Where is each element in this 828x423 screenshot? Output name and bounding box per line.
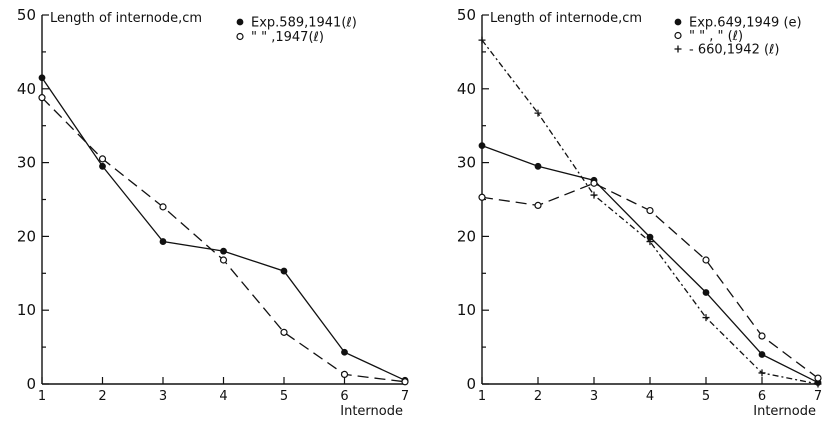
data-point bbox=[159, 238, 167, 245]
series-2 bbox=[38, 94, 409, 386]
series-2 bbox=[478, 179, 822, 382]
data-point bbox=[814, 380, 822, 388]
legend-marker bbox=[236, 18, 244, 26]
data-point bbox=[814, 374, 822, 382]
data-point bbox=[702, 314, 710, 322]
data-point bbox=[646, 206, 654, 215]
series-1 bbox=[38, 74, 409, 384]
data-point bbox=[534, 201, 542, 210]
data-point bbox=[478, 142, 486, 150]
x-axis-title: Internode bbox=[340, 404, 403, 419]
legend-entry: Exp.589,1941(ℓ) bbox=[236, 16, 357, 31]
x-tick-label: 6 bbox=[758, 389, 766, 404]
legend-entry: " " , " (ℓ) bbox=[674, 29, 743, 44]
legend-entry: - 660,1942 (ℓ) bbox=[674, 43, 780, 58]
x-tick-label: 7 bbox=[401, 389, 409, 404]
data-point bbox=[38, 74, 46, 82]
legend-marker bbox=[674, 45, 682, 53]
y-tick-label: 50 bbox=[17, 6, 36, 24]
series-line bbox=[41, 77, 406, 381]
series-3 bbox=[478, 36, 822, 388]
y-tick-label: 10 bbox=[17, 301, 36, 319]
y-tick-label: 30 bbox=[17, 154, 36, 172]
data-point bbox=[478, 193, 486, 201]
y-tick-label: 10 bbox=[457, 301, 476, 319]
x-axis-title: Internode bbox=[753, 404, 816, 419]
data-point bbox=[219, 256, 228, 264]
data-point bbox=[758, 369, 766, 377]
y-axis-title: Length of internode,cm bbox=[490, 11, 642, 26]
legend-entry: Exp.649,1949 (e) bbox=[674, 16, 802, 31]
x-tick-label: 6 bbox=[340, 389, 348, 404]
y-tick-label: 50 bbox=[457, 6, 476, 24]
legend-label: - 660,1942 (ℓ) bbox=[689, 43, 780, 58]
x-tick-label: 7 bbox=[814, 389, 822, 404]
data-point bbox=[534, 109, 542, 117]
data-point bbox=[534, 162, 542, 170]
y-tick-label: 20 bbox=[17, 227, 36, 245]
legend-label: " " , " (ℓ) bbox=[689, 29, 743, 44]
data-point bbox=[341, 348, 348, 356]
chart-right: 0 10 20 30 40 50 1 2 3 4 5 6 7 Length of internode,cm… bbox=[457, 6, 822, 419]
x-tick-label: 2 bbox=[534, 389, 542, 404]
data-point bbox=[590, 191, 598, 199]
x-tick-label: 4 bbox=[219, 389, 227, 404]
legend-label: " " ,1947(ℓ) bbox=[251, 30, 324, 45]
data-point bbox=[758, 332, 766, 340]
x-tick-label: 5 bbox=[280, 389, 288, 404]
x-tick-label: 1 bbox=[38, 389, 46, 404]
y-axis-title: Length of internode,cm bbox=[50, 11, 202, 26]
data-point bbox=[646, 238, 654, 246]
data-point bbox=[98, 155, 107, 163]
series-line bbox=[41, 97, 406, 383]
y-tick-label: 40 bbox=[17, 80, 36, 98]
data-point bbox=[159, 203, 167, 211]
series-1 bbox=[478, 142, 822, 386]
chart-left: 0 10 20 30 40 50 1 2 3 4 5 6 7 Length of internode,cm… bbox=[17, 6, 409, 419]
data-point bbox=[38, 94, 46, 102]
series-line bbox=[481, 145, 819, 384]
legend-marker bbox=[236, 32, 244, 41]
data-point bbox=[478, 36, 486, 44]
x-tick-label: 5 bbox=[702, 389, 710, 404]
y-tick-label: 0 bbox=[466, 375, 476, 393]
x-tick-label: 3 bbox=[159, 389, 167, 404]
data-point bbox=[99, 162, 106, 170]
data-point bbox=[702, 289, 710, 296]
data-point bbox=[702, 256, 710, 264]
data-point bbox=[590, 179, 598, 187]
legend-entry: " " ,1947(ℓ) bbox=[236, 30, 324, 45]
data-point bbox=[340, 370, 349, 379]
data-point bbox=[401, 378, 409, 386]
y-tick-label: 0 bbox=[26, 375, 36, 393]
y-tick-label: 30 bbox=[457, 154, 476, 172]
x-tick-label: 2 bbox=[98, 389, 106, 404]
legend-marker bbox=[674, 31, 682, 40]
x-tick-label: 4 bbox=[646, 389, 654, 404]
legend-marker bbox=[674, 18, 682, 26]
data-point bbox=[758, 351, 766, 358]
x-tick-label: 3 bbox=[590, 389, 598, 404]
data-point bbox=[220, 247, 227, 255]
legend-label: Exp.649,1949 (e) bbox=[689, 16, 802, 31]
data-point bbox=[280, 267, 288, 275]
y-tick-label: 40 bbox=[457, 80, 476, 98]
x-tick-label: 1 bbox=[478, 389, 486, 404]
legend-label: Exp.589,1941(ℓ) bbox=[251, 16, 357, 31]
data-point bbox=[280, 328, 288, 336]
y-tick-label: 20 bbox=[457, 227, 476, 245]
